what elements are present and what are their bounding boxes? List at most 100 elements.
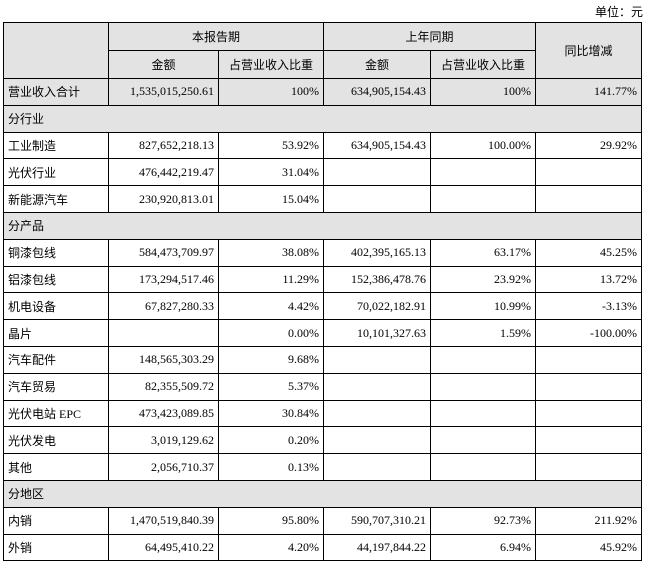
cell: 100.00% <box>430 131 537 160</box>
cell: 53.92% <box>217 131 325 160</box>
cell: 6.94% <box>430 533 537 562</box>
cell: 4.42% <box>217 292 325 321</box>
header-cell: 占营业收入比重 <box>217 50 325 79</box>
cell: 44,197,844.22 <box>323 533 432 562</box>
cell: 827,652,218.13 <box>108 131 219 160</box>
data-row: 汽车配件 148,565,303.29 9.68% <box>3 345 643 374</box>
cell: 3,019,129.62 <box>108 426 219 455</box>
data-row: 营业收入合计 1,535,015,250.61 100% 634,905,154.43… <box>3 78 643 106</box>
cell <box>430 453 537 481</box>
cell: 100% <box>217 78 325 106</box>
cell: 1.59% <box>430 319 537 347</box>
cell: 23.92% <box>430 265 537 294</box>
cell: 152,386,478.76 <box>323 265 432 294</box>
section-row: 分地区 <box>2 479 643 508</box>
cell: -3.13% <box>535 292 643 321</box>
cell: 230,920,813.01 <box>108 185 219 213</box>
cell <box>535 372 643 401</box>
cell: 70,022,182.91 <box>323 292 432 321</box>
cell: 211.92% <box>535 506 643 535</box>
data-row: 外销 64,495,410.22 4.20% 44,197,844.22 6.94% 45… <box>3 533 643 562</box>
cell: 11.29% <box>217 265 325 294</box>
row-label: 外销 <box>3 533 109 562</box>
cell: 13.72% <box>535 265 643 294</box>
cell: 634,905,154.43 <box>323 131 432 160</box>
data-row: 光伏行业 476,442,219.47 31.04% <box>3 158 643 187</box>
cell: 5.37% <box>217 372 325 401</box>
cell: 634,905,154.43 <box>323 78 432 106</box>
row-label: 分地区 <box>2 479 643 508</box>
row-label: 新能源汽车 <box>3 185 109 213</box>
cell <box>535 426 643 455</box>
row-label: 机电设备 <box>3 292 109 321</box>
revenue-table: 本报告期 上年同期 同比增减 金额 占营业收入比重 金额 占营业收入比重 营业收… <box>2 22 643 562</box>
cell: 2,056,710.37 <box>108 453 219 481</box>
cell: 10.99% <box>430 292 537 321</box>
header-cell: 上年同期 <box>323 22 537 51</box>
cell: 15.04% <box>217 185 325 213</box>
row-label: 光伏行业 <box>3 158 109 187</box>
cell <box>323 185 432 213</box>
data-row: 汽车贸易 82,355,509.72 5.37% <box>3 372 643 401</box>
cell <box>535 453 643 481</box>
section-row: 分行业 <box>2 104 643 133</box>
cell: 476,442,219.47 <box>108 158 219 187</box>
row-label: 铜漆包线 <box>3 238 109 267</box>
cell <box>323 453 432 481</box>
cell: 4.20% <box>217 533 325 562</box>
cell <box>323 426 432 455</box>
cell: -100.00% <box>535 319 643 347</box>
header-row: 金额 占营业收入比重 金额 占营业收入比重 <box>4 50 642 79</box>
row-label: 铝漆包线 <box>3 265 109 294</box>
cell: 45.92% <box>535 533 643 562</box>
cell <box>430 426 537 455</box>
header-cell: 金额 <box>323 50 432 79</box>
row-label: 汽车贸易 <box>3 372 109 401</box>
cell: 1,470,519,840.39 <box>108 506 219 535</box>
header-cell <box>3 22 109 79</box>
section-row: 分产品 <box>2 211 643 240</box>
cell: 141.77% <box>535 78 643 106</box>
data-row: 铝漆包线 173,294,517.46 11.29% 152,386,478.76 23… <box>3 265 643 294</box>
cell <box>323 372 432 401</box>
row-label: 工业制造 <box>3 131 109 160</box>
header-cell: 占营业收入比重 <box>430 50 537 79</box>
row-label: 分行业 <box>2 104 643 133</box>
cell: 402,395,165.13 <box>323 238 432 267</box>
cell <box>535 158 643 187</box>
cell: 10,101,327.63 <box>323 319 432 347</box>
header-cell: 金额 <box>108 50 219 79</box>
data-row: 工业制造 827,652,218.13 53.92% 634,905,154.43 10… <box>3 131 643 160</box>
data-row: 光伏电站 EPC 473,423,089.85 30.84% <box>3 399 643 428</box>
cell <box>535 399 643 428</box>
cell: 148,565,303.29 <box>108 345 219 374</box>
cell: 590,707,310.21 <box>323 506 432 535</box>
header-row: 本报告期 上年同期 同比增减 <box>3 22 643 79</box>
cell: 173,294,517.46 <box>108 265 219 294</box>
cell: 92.73% <box>430 506 537 535</box>
data-row: 光伏发电 3,019,129.62 0.20% <box>3 426 643 455</box>
cell: 30.84% <box>217 399 325 428</box>
cell <box>535 345 643 374</box>
data-row: 内销 1,470,519,840.39 95.80% 590,707,310.21 92… <box>3 506 643 535</box>
cell <box>323 399 432 428</box>
cell: 45.25% <box>535 238 643 267</box>
cell: 95.80% <box>217 506 325 535</box>
cell: 100% <box>430 78 537 106</box>
cell: 31.04% <box>217 158 325 187</box>
cell <box>430 399 537 428</box>
row-label: 营业收入合计 <box>3 78 109 106</box>
cell <box>430 345 537 374</box>
row-label: 分产品 <box>2 211 643 240</box>
cell: 64,495,410.22 <box>108 533 219 562</box>
data-row: 新能源汽车 230,920,813.01 15.04% <box>3 185 643 213</box>
cell: 63.17% <box>430 238 537 267</box>
cell: 1,535,015,250.61 <box>108 78 219 106</box>
cell <box>430 372 537 401</box>
data-row: 铜漆包线 584,473,709.97 38.08% 402,395,165.13 63… <box>3 238 643 267</box>
cell: 9.68% <box>217 345 325 374</box>
cell: 0.20% <box>217 426 325 455</box>
unit-label: 单位：元 <box>594 5 643 19</box>
cell <box>430 185 537 213</box>
